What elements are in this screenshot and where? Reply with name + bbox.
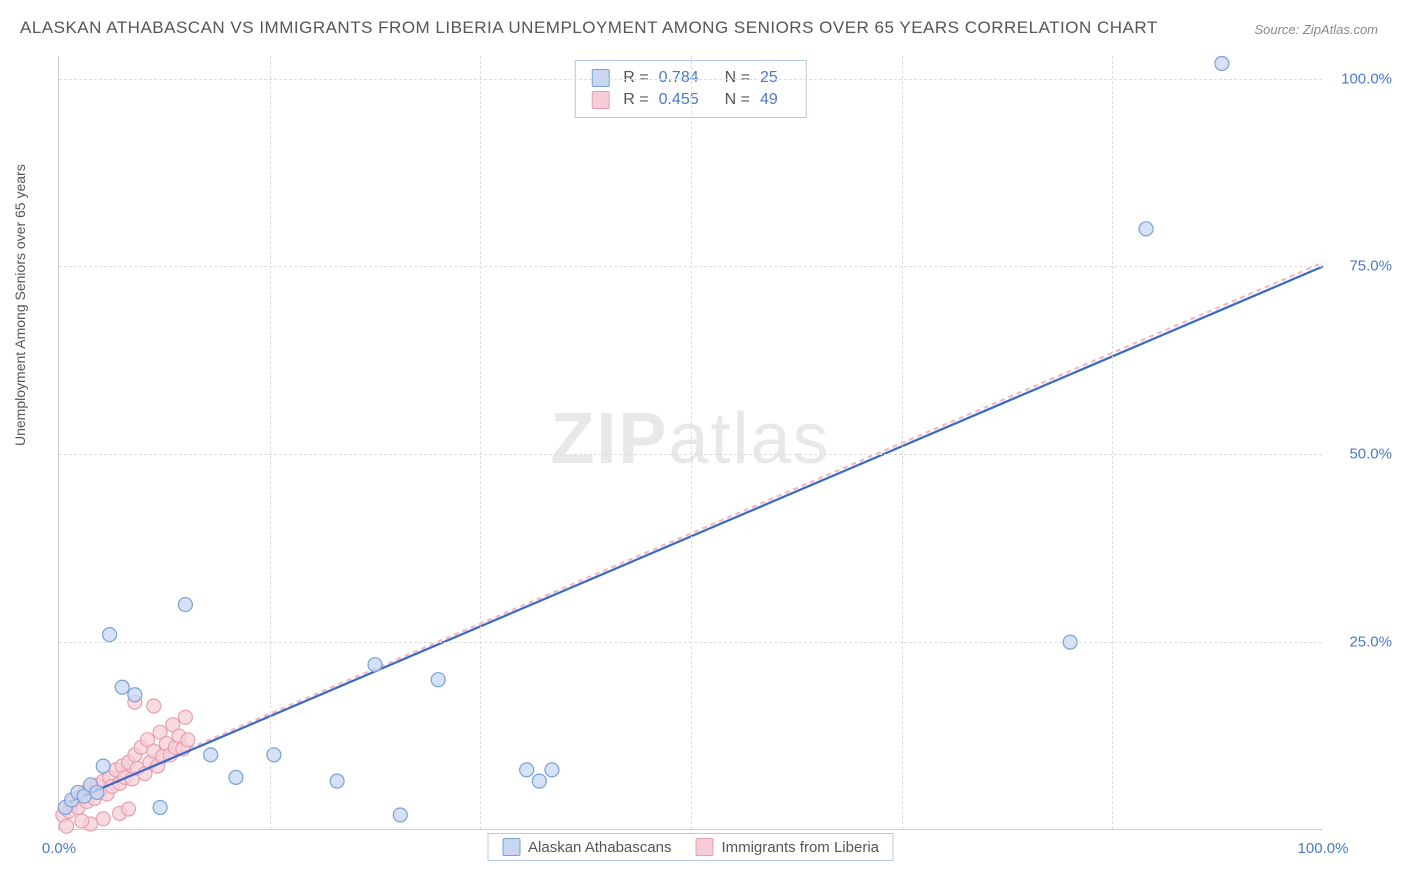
data-point-a: [520, 763, 534, 777]
data-point-b: [122, 802, 136, 816]
y-axis-label: Unemployment Among Seniors over 65 years: [12, 164, 28, 446]
data-point-b: [60, 819, 74, 833]
gridline-v: [270, 56, 271, 829]
y-tick-label: 100.0%: [1341, 70, 1392, 87]
legend-item-a: Alaskan Athabascans: [502, 838, 671, 856]
n-value-b: 49: [760, 91, 778, 109]
data-point-a: [96, 759, 110, 773]
x-tick-label: 0.0%: [42, 840, 76, 857]
swatch-b: [591, 91, 609, 109]
legend-swatch-a: [502, 838, 520, 856]
chart-area: ZIPatlas R = 0.784 N = 25 R = 0.455 N = …: [58, 56, 1322, 830]
data-point-b: [181, 733, 195, 747]
data-point-b: [75, 814, 89, 828]
data-point-a: [103, 628, 117, 642]
data-point-a: [532, 774, 546, 788]
y-tick-label: 75.0%: [1349, 258, 1392, 275]
x-tick-label: 100.0%: [1298, 840, 1349, 857]
data-point-b: [147, 699, 161, 713]
n-label-b: N =: [725, 91, 750, 109]
data-point-a: [1139, 222, 1153, 236]
data-point-a: [1215, 57, 1229, 71]
legend-item-b: Immigrants from Liberia: [695, 838, 879, 856]
r-value-b: 0.455: [659, 91, 699, 109]
data-point-a: [393, 808, 407, 822]
data-point-a: [128, 688, 142, 702]
trend-line-a: [65, 266, 1323, 803]
data-point-a: [368, 658, 382, 672]
data-point-a: [153, 800, 167, 814]
chart-title: ALASKAN ATHABASCAN VS IMMIGRANTS FROM LI…: [20, 18, 1158, 38]
data-point-a: [431, 673, 445, 687]
gridline-v: [1112, 56, 1113, 829]
data-point-a: [330, 774, 344, 788]
data-point-a: [229, 770, 243, 784]
legend-swatch-b: [695, 838, 713, 856]
legend-box: Alaskan Athabascans Immigrants from Libe…: [487, 833, 894, 861]
trend-line-b: [65, 263, 1323, 802]
data-point-a: [545, 763, 559, 777]
data-point-b: [96, 812, 110, 826]
r-label-b: R =: [623, 91, 648, 109]
gridline-v: [691, 56, 692, 829]
gridline-v: [902, 56, 903, 829]
y-tick-label: 25.0%: [1349, 634, 1392, 651]
gridline-v: [480, 56, 481, 829]
data-point-b: [178, 710, 192, 724]
data-point-a: [178, 598, 192, 612]
y-tick-label: 50.0%: [1349, 446, 1392, 463]
data-point-a: [204, 748, 218, 762]
legend-label-a: Alaskan Athabascans: [528, 839, 671, 856]
data-point-a: [90, 785, 104, 799]
legend-label-b: Immigrants from Liberia: [721, 839, 879, 856]
source-label: Source: ZipAtlas.com: [1254, 22, 1378, 37]
data-point-a: [115, 680, 129, 694]
